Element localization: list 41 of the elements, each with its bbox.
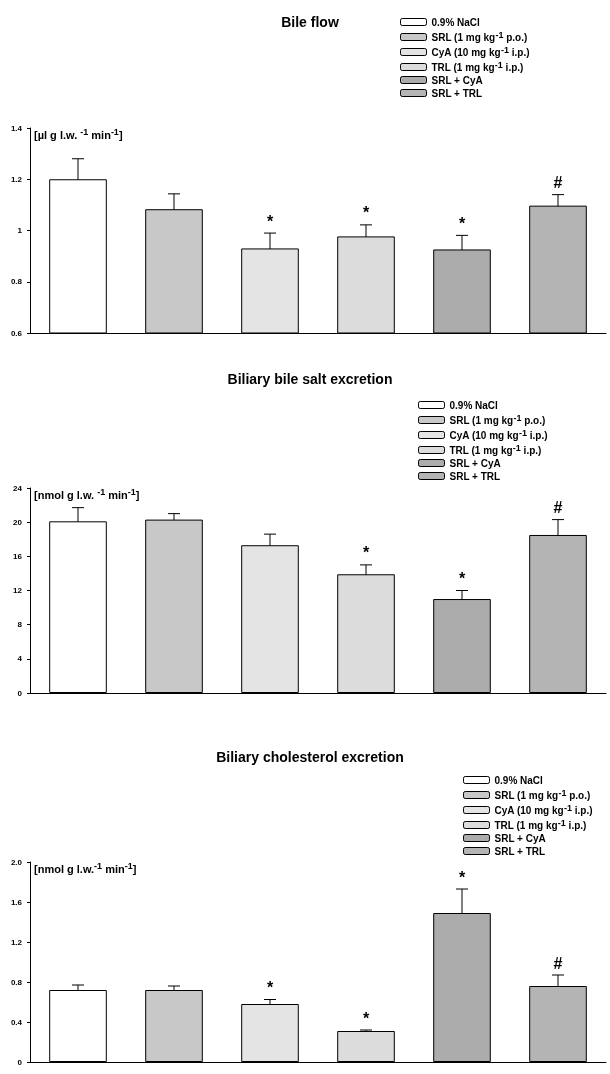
y-tick-label: 0.8 bbox=[10, 977, 23, 987]
chart-title: Biliary bile salt excretion bbox=[227, 371, 393, 387]
y-tick-label: 1.2 bbox=[10, 937, 23, 947]
y-tick-label: 1.4 bbox=[10, 123, 23, 133]
legend-label: SRL + CyA bbox=[449, 457, 501, 469]
y-tick-label: 0 bbox=[17, 1057, 23, 1067]
y-tick-label: 16 bbox=[13, 551, 23, 561]
chart-title: Biliary cholesterol excretion bbox=[216, 749, 404, 765]
data-label: * bbox=[266, 212, 274, 230]
y-tick-label: 8 bbox=[17, 620, 23, 630]
data-label: # bbox=[553, 499, 563, 517]
legend-label: 0.9% NaCl bbox=[431, 16, 481, 28]
data-label: * bbox=[362, 204, 370, 222]
y-tick-label: 0 bbox=[17, 688, 23, 698]
y-tick-label: 2.0 bbox=[10, 857, 23, 867]
data-label: * bbox=[458, 570, 466, 587]
data-label: * bbox=[458, 868, 466, 886]
legend-label: 0.9% NaCl bbox=[449, 399, 499, 411]
y-tick-label: 20 bbox=[13, 517, 23, 527]
y-tick-label: 1.2 bbox=[10, 174, 23, 184]
data-label: * bbox=[362, 544, 370, 562]
data-label: # bbox=[553, 174, 563, 192]
legend-label: SRL + CyA bbox=[431, 74, 483, 86]
legend-label: 0.9% NaCl bbox=[494, 774, 544, 786]
data-label: # bbox=[553, 954, 563, 972]
y-tick-label: 4 bbox=[17, 654, 23, 664]
legend-label: SRL + CyA bbox=[494, 832, 546, 844]
y-tick-label: 1 bbox=[17, 226, 23, 235]
y-tick-label: 1.6 bbox=[10, 897, 23, 907]
y-tick-label: 12 bbox=[13, 586, 23, 595]
y-tick-label: 0.8 bbox=[10, 277, 23, 287]
y-tick-label: 0.6 bbox=[10, 328, 23, 338]
y-tick-label: 0.4 bbox=[10, 1017, 23, 1027]
chart-title: Bile flow bbox=[281, 14, 339, 30]
data-label: * bbox=[458, 214, 466, 232]
data-label: * bbox=[362, 1009, 370, 1027]
legend-label: SRL + TRL bbox=[431, 87, 483, 99]
legend-label: SRL + TRL bbox=[494, 845, 546, 857]
legend-label: SRL + TRL bbox=[449, 470, 501, 482]
y-tick-label: 24 bbox=[13, 483, 23, 493]
data-label: * bbox=[266, 979, 274, 996]
